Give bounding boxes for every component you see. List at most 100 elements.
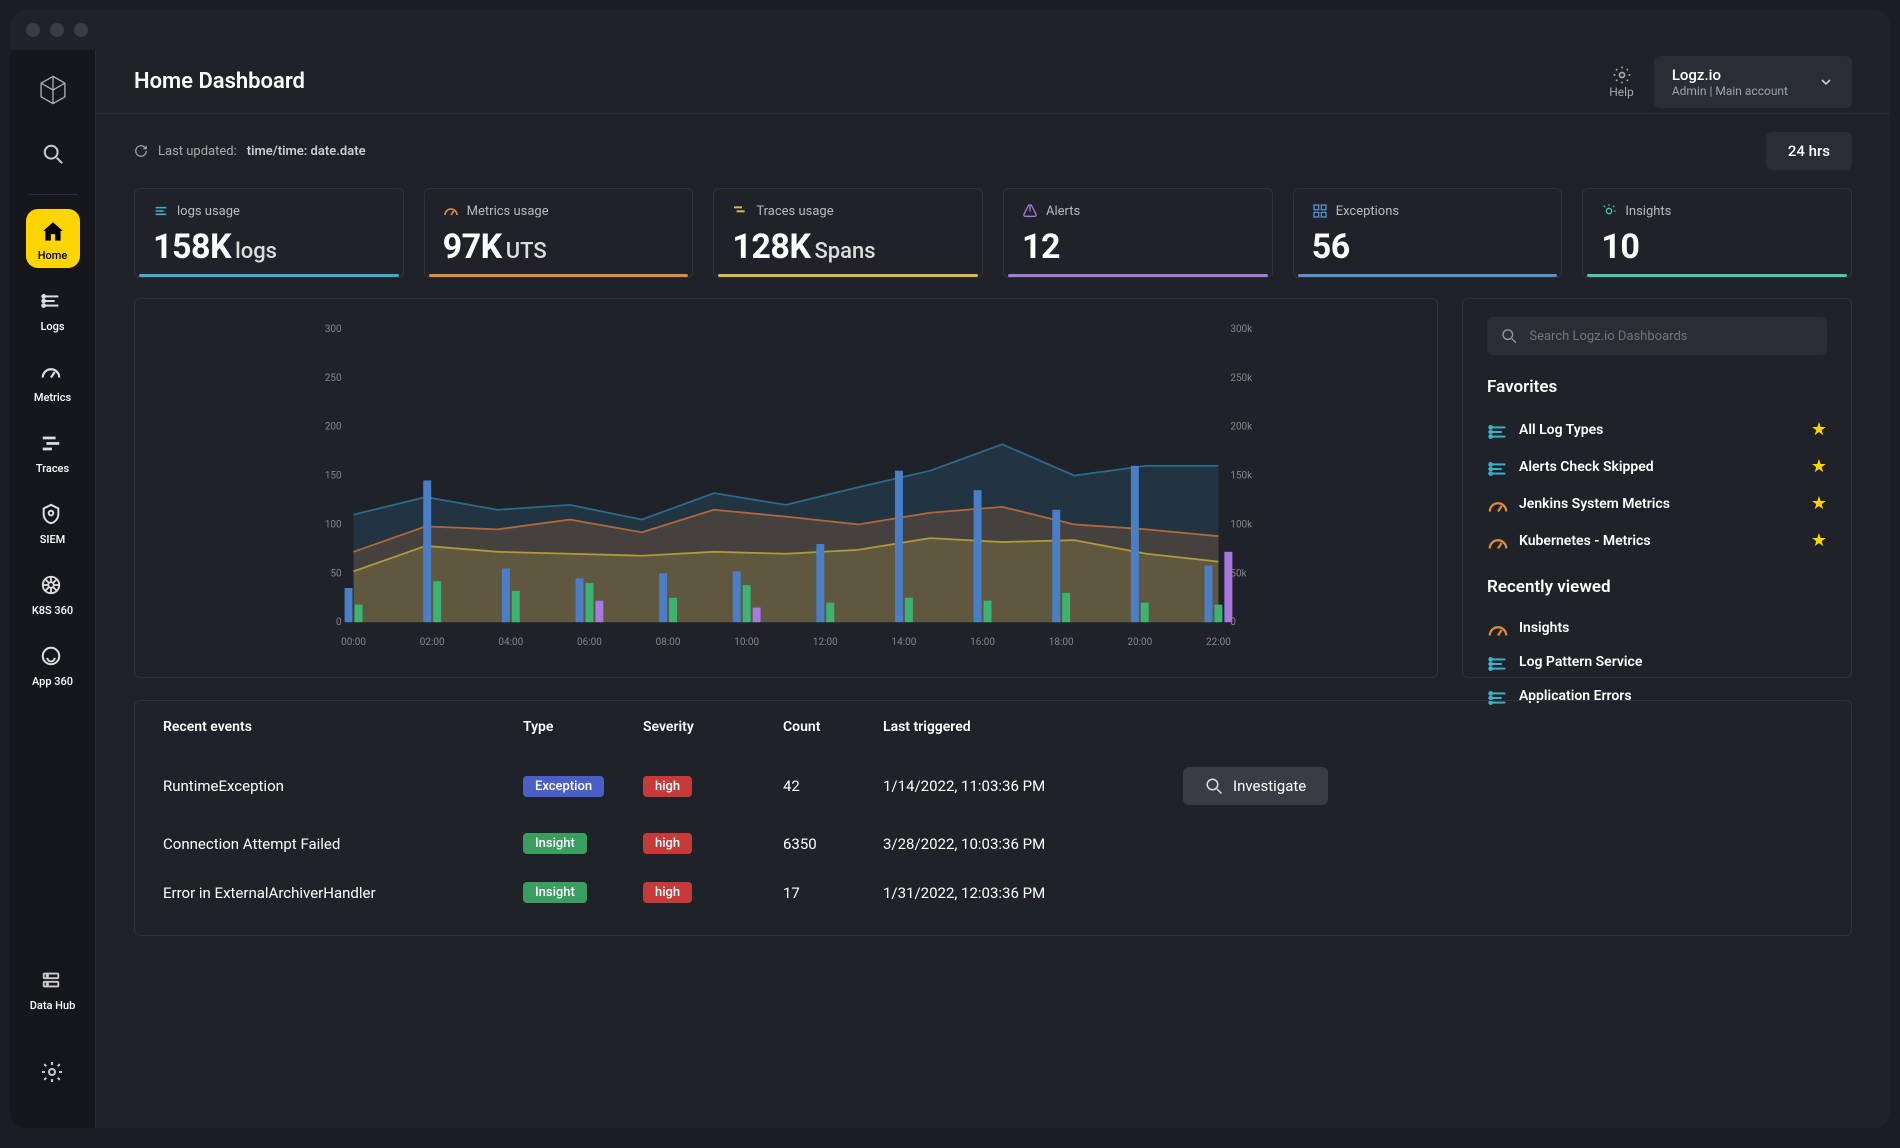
page-title: Home Dashboard [134, 69, 305, 94]
investigate-button[interactable]: Investigate [1183, 767, 1328, 805]
list-item[interactable]: Log Pattern Service [1487, 645, 1827, 679]
svg-text:06:00: 06:00 [577, 637, 602, 648]
svg-text:300k: 300k [1230, 324, 1253, 335]
nav-logs[interactable]: Logs [26, 280, 80, 339]
event-row: RuntimeExceptionExceptionhigh421/14/2022… [163, 753, 1823, 819]
star-icon[interactable]: ★ [1811, 493, 1827, 514]
column-header: Type [523, 719, 643, 735]
window-dot[interactable] [74, 23, 88, 37]
nav-siem[interactable]: SIEM [26, 493, 80, 552]
svg-text:250: 250 [325, 373, 342, 384]
svg-text:20:00: 20:00 [1127, 637, 1152, 648]
svg-text:00:00: 00:00 [341, 637, 366, 648]
svg-text:08:00: 08:00 [656, 637, 681, 648]
nav-metrics[interactable]: Metrics [26, 351, 80, 410]
k8s-icon [40, 574, 66, 600]
star-icon[interactable]: ★ [1811, 419, 1827, 440]
metric-card-Metrics-usage[interactable]: Metrics usage97K UTS [424, 188, 694, 278]
home-icon [40, 219, 66, 245]
favorites-heading: Favorites [1487, 377, 1827, 397]
header: Home Dashboard Help Logz.io Admin | Main… [96, 50, 1890, 114]
subheader: Last updated: time/time: date.date 24 hr… [96, 114, 1890, 188]
nav-home[interactable]: Home [26, 209, 80, 268]
usage-chart: 050100150200250300050k100k150k200k250k30… [134, 298, 1438, 678]
svg-text:02:00: 02:00 [420, 637, 445, 648]
svg-text:10:00: 10:00 [734, 637, 759, 648]
type-badge: Exception [523, 776, 604, 797]
nav-gear[interactable] [26, 1050, 80, 1096]
nav-app-360[interactable]: App 360 [26, 635, 80, 694]
list-item[interactable]: Insights [1487, 611, 1827, 645]
app360-icon [40, 645, 66, 671]
dashboard-search[interactable] [1487, 317, 1827, 355]
metrics-icon [40, 361, 66, 387]
last-updated-label: Last updated: [158, 144, 237, 159]
type-badge: Insight [523, 882, 587, 903]
help-button[interactable]: Help [1609, 65, 1634, 99]
svg-text:100: 100 [325, 519, 342, 530]
metrics-icon [1487, 495, 1505, 513]
svg-text:18:00: 18:00 [1049, 637, 1074, 648]
svg-text:200k: 200k [1230, 422, 1253, 433]
search-icon[interactable] [33, 134, 73, 174]
sidebar: HomeLogsMetricsTracesSIEMK8S 360App 360 … [10, 50, 96, 1128]
star-icon[interactable]: ★ [1811, 456, 1827, 477]
svg-text:50k: 50k [1230, 568, 1247, 579]
nav-traces[interactable]: Traces [26, 422, 80, 481]
type-badge: Insight [523, 833, 587, 854]
app-logo[interactable] [33, 70, 73, 110]
card-icon [153, 203, 169, 219]
account-selector[interactable]: Logz.io Admin | Main account [1654, 56, 1852, 108]
list-item[interactable]: Alerts Check Skipped★ [1487, 448, 1827, 485]
card-icon [732, 203, 748, 219]
titlebar [10, 10, 1890, 50]
severity-badge: high [643, 833, 692, 854]
card-icon [443, 203, 459, 219]
svg-text:14:00: 14:00 [892, 637, 917, 648]
account-sub: Admin | Main account [1672, 84, 1788, 98]
datahub-icon [40, 969, 66, 995]
search-icon [1501, 327, 1517, 345]
star-icon[interactable]: ★ [1811, 530, 1827, 551]
column-header: Count [783, 719, 883, 735]
metrics-icon [1487, 532, 1505, 550]
svg-text:04:00: 04:00 [498, 637, 523, 648]
svg-text:150: 150 [325, 471, 342, 482]
card-icon [1601, 203, 1617, 219]
metric-card-logs-usage[interactable]: logs usage158K logs [134, 188, 404, 278]
svg-text:12:00: 12:00 [813, 637, 838, 648]
siem-icon [40, 503, 66, 529]
card-icon [1312, 203, 1328, 219]
window-dot[interactable] [50, 23, 64, 37]
chevron-down-icon [1818, 74, 1834, 90]
metric-card-Traces-usage[interactable]: Traces usage128K Spans [713, 188, 983, 278]
metric-card-Exceptions[interactable]: Exceptions56 [1293, 188, 1563, 278]
svg-text:100k: 100k [1230, 519, 1253, 530]
metrics-icon [1487, 619, 1505, 637]
nav-datahub[interactable]: Data Hub [26, 959, 80, 1018]
dashboard-search-input[interactable] [1529, 329, 1813, 344]
time-range-selector[interactable]: 24 hrs [1766, 132, 1852, 170]
column-header: Severity [643, 719, 783, 735]
logs-icon [1487, 458, 1505, 476]
logs-icon [1487, 421, 1505, 439]
event-row: Connection Attempt FailedInsighthigh6350… [163, 819, 1823, 868]
metric-card-Insights[interactable]: Insights10 [1582, 188, 1852, 278]
svg-text:16:00: 16:00 [970, 637, 995, 648]
column-header: Recent events [163, 719, 523, 735]
list-item[interactable]: Kubernetes - Metrics★ [1487, 522, 1827, 559]
refresh-icon[interactable] [134, 144, 148, 158]
svg-text:50: 50 [330, 568, 342, 579]
metric-card-Alerts[interactable]: Alerts12 [1003, 188, 1273, 278]
divider [28, 194, 78, 195]
window-dot[interactable] [26, 23, 40, 37]
list-item[interactable]: Jenkins System Metrics★ [1487, 485, 1827, 522]
svg-text:150k: 150k [1230, 471, 1253, 482]
nav-k8s-360[interactable]: K8S 360 [26, 564, 80, 623]
logs-icon [1487, 653, 1505, 671]
column-header: Last triggered [883, 719, 1183, 735]
svg-text:250k: 250k [1230, 373, 1253, 384]
logs-icon [40, 290, 66, 316]
gear-icon [40, 1060, 66, 1086]
list-item[interactable]: All Log Types★ [1487, 411, 1827, 448]
